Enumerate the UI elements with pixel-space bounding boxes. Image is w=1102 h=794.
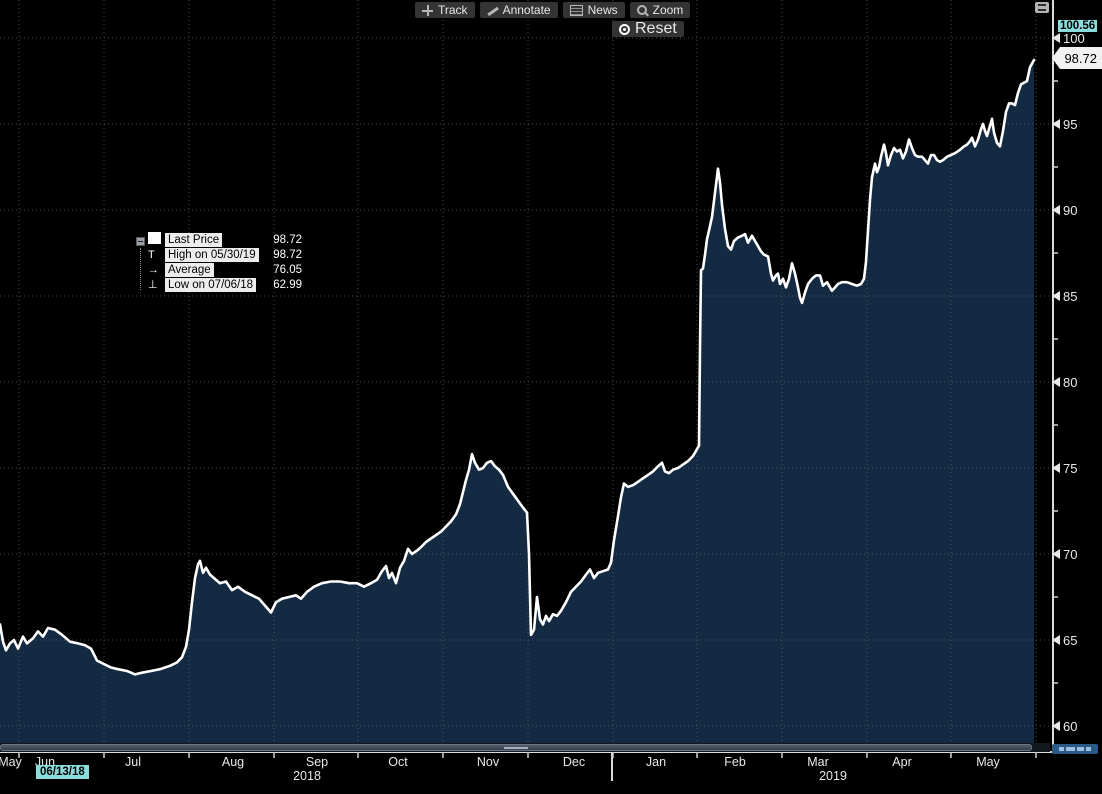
- y-tick-arrow-icon: [1047, 205, 1060, 215]
- x-axis-month-label: May: [976, 755, 1000, 769]
- y-tick-arrow-icon: [1047, 463, 1060, 473]
- zoom-button-label: Zoom: [652, 3, 684, 17]
- y-axis-tick-label: 100: [1047, 30, 1085, 46]
- chart-toolbar: Track Annotate News Zoom: [415, 2, 691, 18]
- y-axis-tick-label: 90: [1047, 202, 1077, 218]
- x-axis-month-label: Feb: [724, 755, 746, 769]
- annotate-button-label: Annotate: [502, 3, 551, 17]
- reset-button-label: Reset: [635, 20, 677, 37]
- y-axis-tick-label: 95: [1047, 116, 1077, 132]
- reset-button[interactable]: Reset: [612, 20, 684, 37]
- x-axis-month-label: Mar: [807, 755, 829, 769]
- legend-row-high[interactable]: T High on 05/30/19 98.72: [148, 247, 302, 262]
- horizontal-scrollbar[interactable]: [0, 743, 1050, 752]
- legend-label: High on 05/30/19: [165, 247, 259, 262]
- x-axis-month-label: Sep: [305, 755, 329, 769]
- y-axis-tick-label: 75: [1047, 460, 1077, 476]
- legend-value: 76.05: [273, 263, 302, 276]
- y-axis-tick-label: 60: [1047, 718, 1077, 734]
- axis-start-date-badge: 06/13/18: [36, 765, 89, 779]
- x-axis-month-label: Jul: [125, 755, 141, 769]
- legend-row-last-price[interactable]: Last Price 98.72: [148, 232, 302, 247]
- y-tick-arrow-icon: [1047, 291, 1060, 301]
- x-axis-month-label: May: [0, 755, 22, 769]
- news-button[interactable]: News: [562, 2, 625, 18]
- legend-label: Low on 07/06/18: [165, 277, 257, 292]
- reset-circle-icon: [619, 23, 630, 35]
- panel-resize-handle-icon[interactable]: [1035, 2, 1049, 13]
- track-button[interactable]: Track: [415, 2, 475, 18]
- last-price-tag-value: 98.72: [1064, 50, 1097, 66]
- legend-connector-line: [140, 248, 141, 290]
- legend-collapse-button[interactable]: [136, 237, 145, 246]
- x-axis-year-label: 2019: [819, 769, 847, 783]
- y-tick-arrow-icon: [1047, 635, 1060, 645]
- y-tick-arrow-icon: [1047, 721, 1060, 731]
- high-marker-icon: T: [148, 248, 155, 261]
- y-axis-tick-label: 65: [1047, 632, 1077, 648]
- scrollbar-thumb[interactable]: [0, 744, 1032, 751]
- x-axis-month-label: Oct: [388, 755, 408, 769]
- y-tick-arrow-icon: [1047, 549, 1060, 559]
- y-tick-arrow-icon: [1047, 33, 1060, 43]
- chart-legend: Last Price 98.72 T High on 05/30/19 98.7…: [136, 232, 302, 292]
- last-price-tag: 98.72: [1052, 47, 1102, 69]
- low-marker-icon: ⊥: [148, 278, 158, 291]
- news-button-label: News: [587, 3, 618, 17]
- x-axis-month-label: Jan: [645, 755, 667, 769]
- legend-row-low[interactable]: ⊥ Low on 07/06/18 62.99: [148, 277, 302, 292]
- legend-row-average[interactable]: → Average 76.05: [148, 262, 302, 277]
- x-axis-year-label: 2018: [293, 769, 321, 783]
- legend-value: 62.99: [273, 278, 302, 291]
- scrollbar-grip-icon: [504, 747, 528, 749]
- pencil-icon: [487, 5, 498, 16]
- x-axis-month-label: Nov: [476, 755, 500, 769]
- legend-value: 98.72: [273, 233, 302, 246]
- x-axis-month-label: Apr: [892, 755, 912, 769]
- zoom-button[interactable]: Zoom: [629, 2, 691, 18]
- scrollbar-right-badge[interactable]: [1052, 744, 1098, 754]
- track-crosshair-icon: [422, 4, 433, 16]
- legend-label: Average: [165, 262, 214, 277]
- last-price-marker-icon: [148, 231, 165, 248]
- y-axis-tick-label: 70: [1047, 546, 1077, 562]
- newspaper-icon: [569, 5, 583, 16]
- y-axis-tick-label: 80: [1047, 374, 1077, 390]
- y-tick-arrow-icon: [1047, 119, 1060, 129]
- x-axis-month-label: Dec: [562, 755, 586, 769]
- annotate-button[interactable]: Annotate: [479, 2, 558, 18]
- x-axis-month-label: Aug: [221, 755, 245, 769]
- track-button-label: Track: [438, 3, 468, 17]
- axis-top-value-badge: 100.56: [1058, 20, 1098, 32]
- average-marker-icon: →: [148, 263, 159, 276]
- legend-value: 98.72: [273, 248, 302, 261]
- magnifier-icon: [636, 4, 648, 16]
- y-axis-tick-label: 85: [1047, 288, 1077, 304]
- y-tick-arrow-icon: [1047, 377, 1060, 387]
- legend-label: Last Price: [165, 232, 223, 247]
